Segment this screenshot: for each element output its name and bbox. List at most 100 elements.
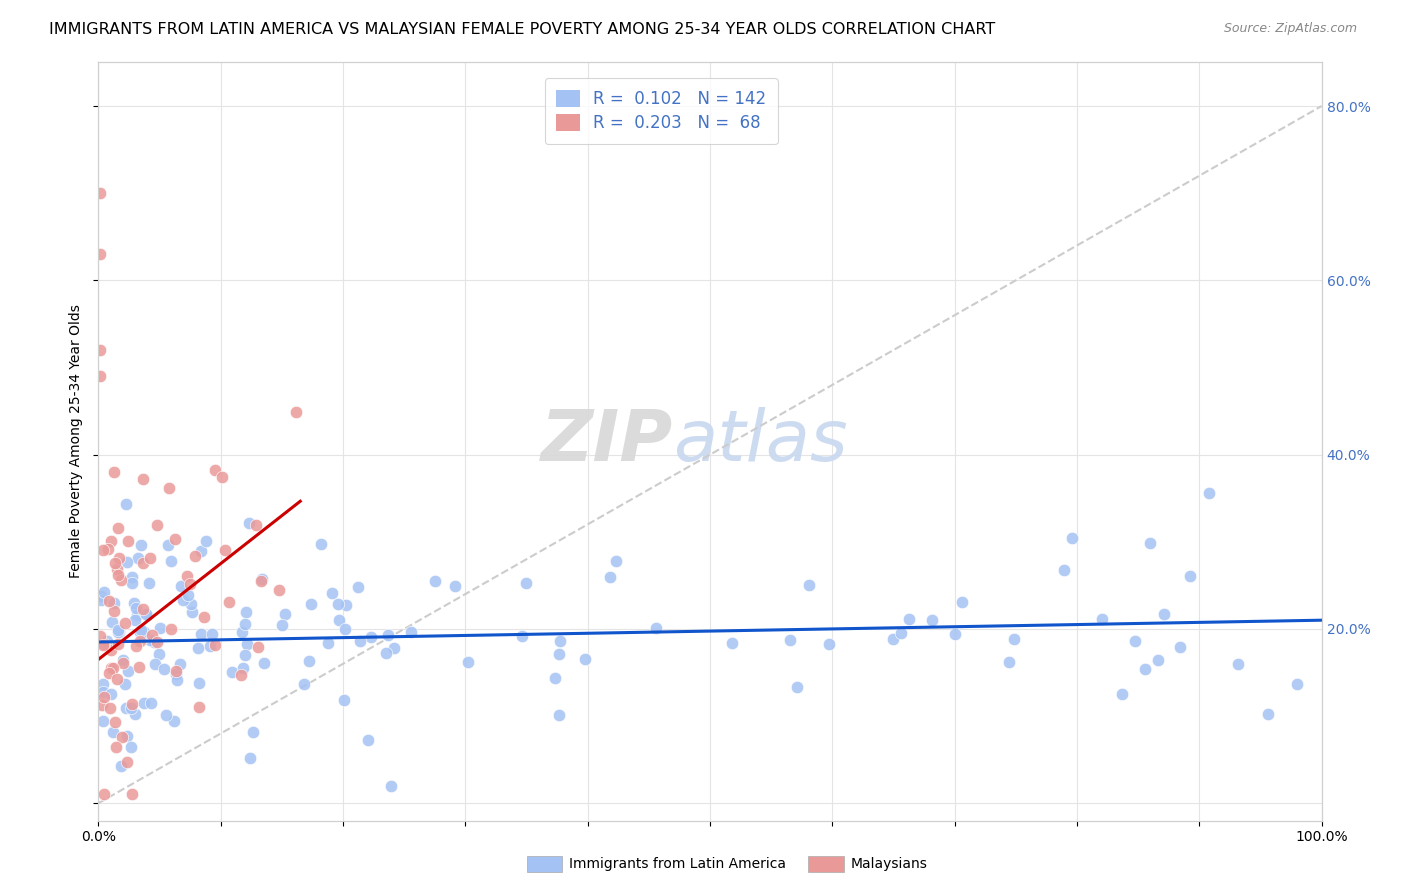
- Point: [100, 643, 122, 657]
- Point: [1062, 531, 1084, 545]
- Point: [382, 640, 405, 655]
- Point: [146, 517, 169, 532]
- Point: [599, 569, 621, 583]
- Point: [187, 640, 209, 655]
- Point: [132, 625, 155, 640]
- Point: [100, 661, 122, 675]
- Point: [950, 594, 973, 608]
- Point: [107, 623, 129, 637]
- Point: [346, 580, 368, 594]
- Point: [111, 653, 134, 667]
- Point: [269, 582, 291, 597]
- Point: [135, 607, 157, 621]
- Point: [165, 664, 187, 678]
- Point: [321, 586, 343, 600]
- Point: [187, 676, 209, 690]
- Point: [132, 630, 155, 644]
- Point: [125, 607, 148, 622]
- Point: [183, 549, 205, 564]
- Point: [242, 724, 264, 739]
- Point: [720, 635, 742, 649]
- Point: [146, 634, 169, 648]
- Point: [231, 625, 253, 640]
- Point: [89, 247, 111, 261]
- Point: [105, 739, 128, 754]
- Point: [890, 626, 912, 640]
- Point: [90, 589, 112, 603]
- Point: [190, 544, 212, 558]
- Point: [515, 576, 537, 591]
- Point: [170, 579, 193, 593]
- Point: [132, 696, 155, 710]
- Point: [547, 708, 569, 723]
- Point: [250, 574, 273, 588]
- Point: [89, 186, 111, 201]
- Point: [375, 646, 398, 660]
- Point: [444, 579, 467, 593]
- Point: [96, 634, 118, 648]
- Point: [377, 628, 399, 642]
- Point: [131, 556, 153, 570]
- Point: [1139, 536, 1161, 550]
- Point: [125, 601, 148, 615]
- Point: [91, 677, 114, 691]
- Point: [124, 639, 146, 653]
- Point: [91, 685, 114, 699]
- Point: [250, 572, 273, 586]
- Point: [107, 568, 129, 582]
- Point: [179, 577, 201, 591]
- Point: [139, 696, 162, 710]
- Point: [148, 648, 170, 662]
- Point: [253, 656, 276, 670]
- Point: [333, 623, 356, 637]
- Point: [328, 613, 350, 627]
- Y-axis label: Female Poverty Among 25-34 Year Olds: Female Poverty Among 25-34 Year Olds: [69, 304, 83, 579]
- Point: [101, 661, 124, 675]
- Point: [89, 629, 111, 643]
- Point: [98, 701, 121, 715]
- Point: [107, 550, 129, 565]
- Point: [1091, 612, 1114, 626]
- Text: Immigrants from Latin America: Immigrants from Latin America: [569, 857, 786, 871]
- Text: Malaysians: Malaysians: [851, 857, 928, 871]
- Point: [132, 602, 155, 616]
- Point: [193, 610, 215, 624]
- Point: [218, 595, 240, 609]
- Point: [121, 788, 143, 802]
- Point: [127, 551, 149, 566]
- Point: [105, 562, 128, 576]
- Point: [292, 677, 315, 691]
- Point: [165, 533, 187, 547]
- Point: [159, 622, 181, 636]
- Point: [89, 369, 111, 384]
- Point: [799, 578, 821, 592]
- Point: [103, 603, 125, 617]
- Point: [111, 657, 134, 671]
- Point: [544, 671, 567, 685]
- Text: ZIP: ZIP: [541, 407, 673, 476]
- Point: [110, 574, 132, 588]
- Point: [239, 751, 262, 765]
- Point: [100, 688, 122, 702]
- Point: [141, 628, 163, 642]
- Point: [142, 635, 165, 649]
- Point: [1002, 632, 1025, 647]
- Point: [423, 574, 446, 588]
- Point: [318, 636, 340, 650]
- Point: [380, 779, 402, 793]
- Text: atlas: atlas: [673, 407, 848, 476]
- Point: [114, 615, 136, 630]
- Point: [153, 662, 176, 676]
- Point: [1168, 640, 1191, 655]
- Point: [177, 588, 200, 602]
- Point: [221, 665, 243, 679]
- Point: [1180, 568, 1202, 582]
- Point: [121, 576, 143, 591]
- Point: [128, 624, 150, 639]
- Point: [187, 700, 209, 714]
- Point: [90, 592, 112, 607]
- Point: [180, 597, 202, 611]
- Point: [101, 615, 124, 629]
- Point: [132, 472, 155, 486]
- Point: [128, 633, 150, 648]
